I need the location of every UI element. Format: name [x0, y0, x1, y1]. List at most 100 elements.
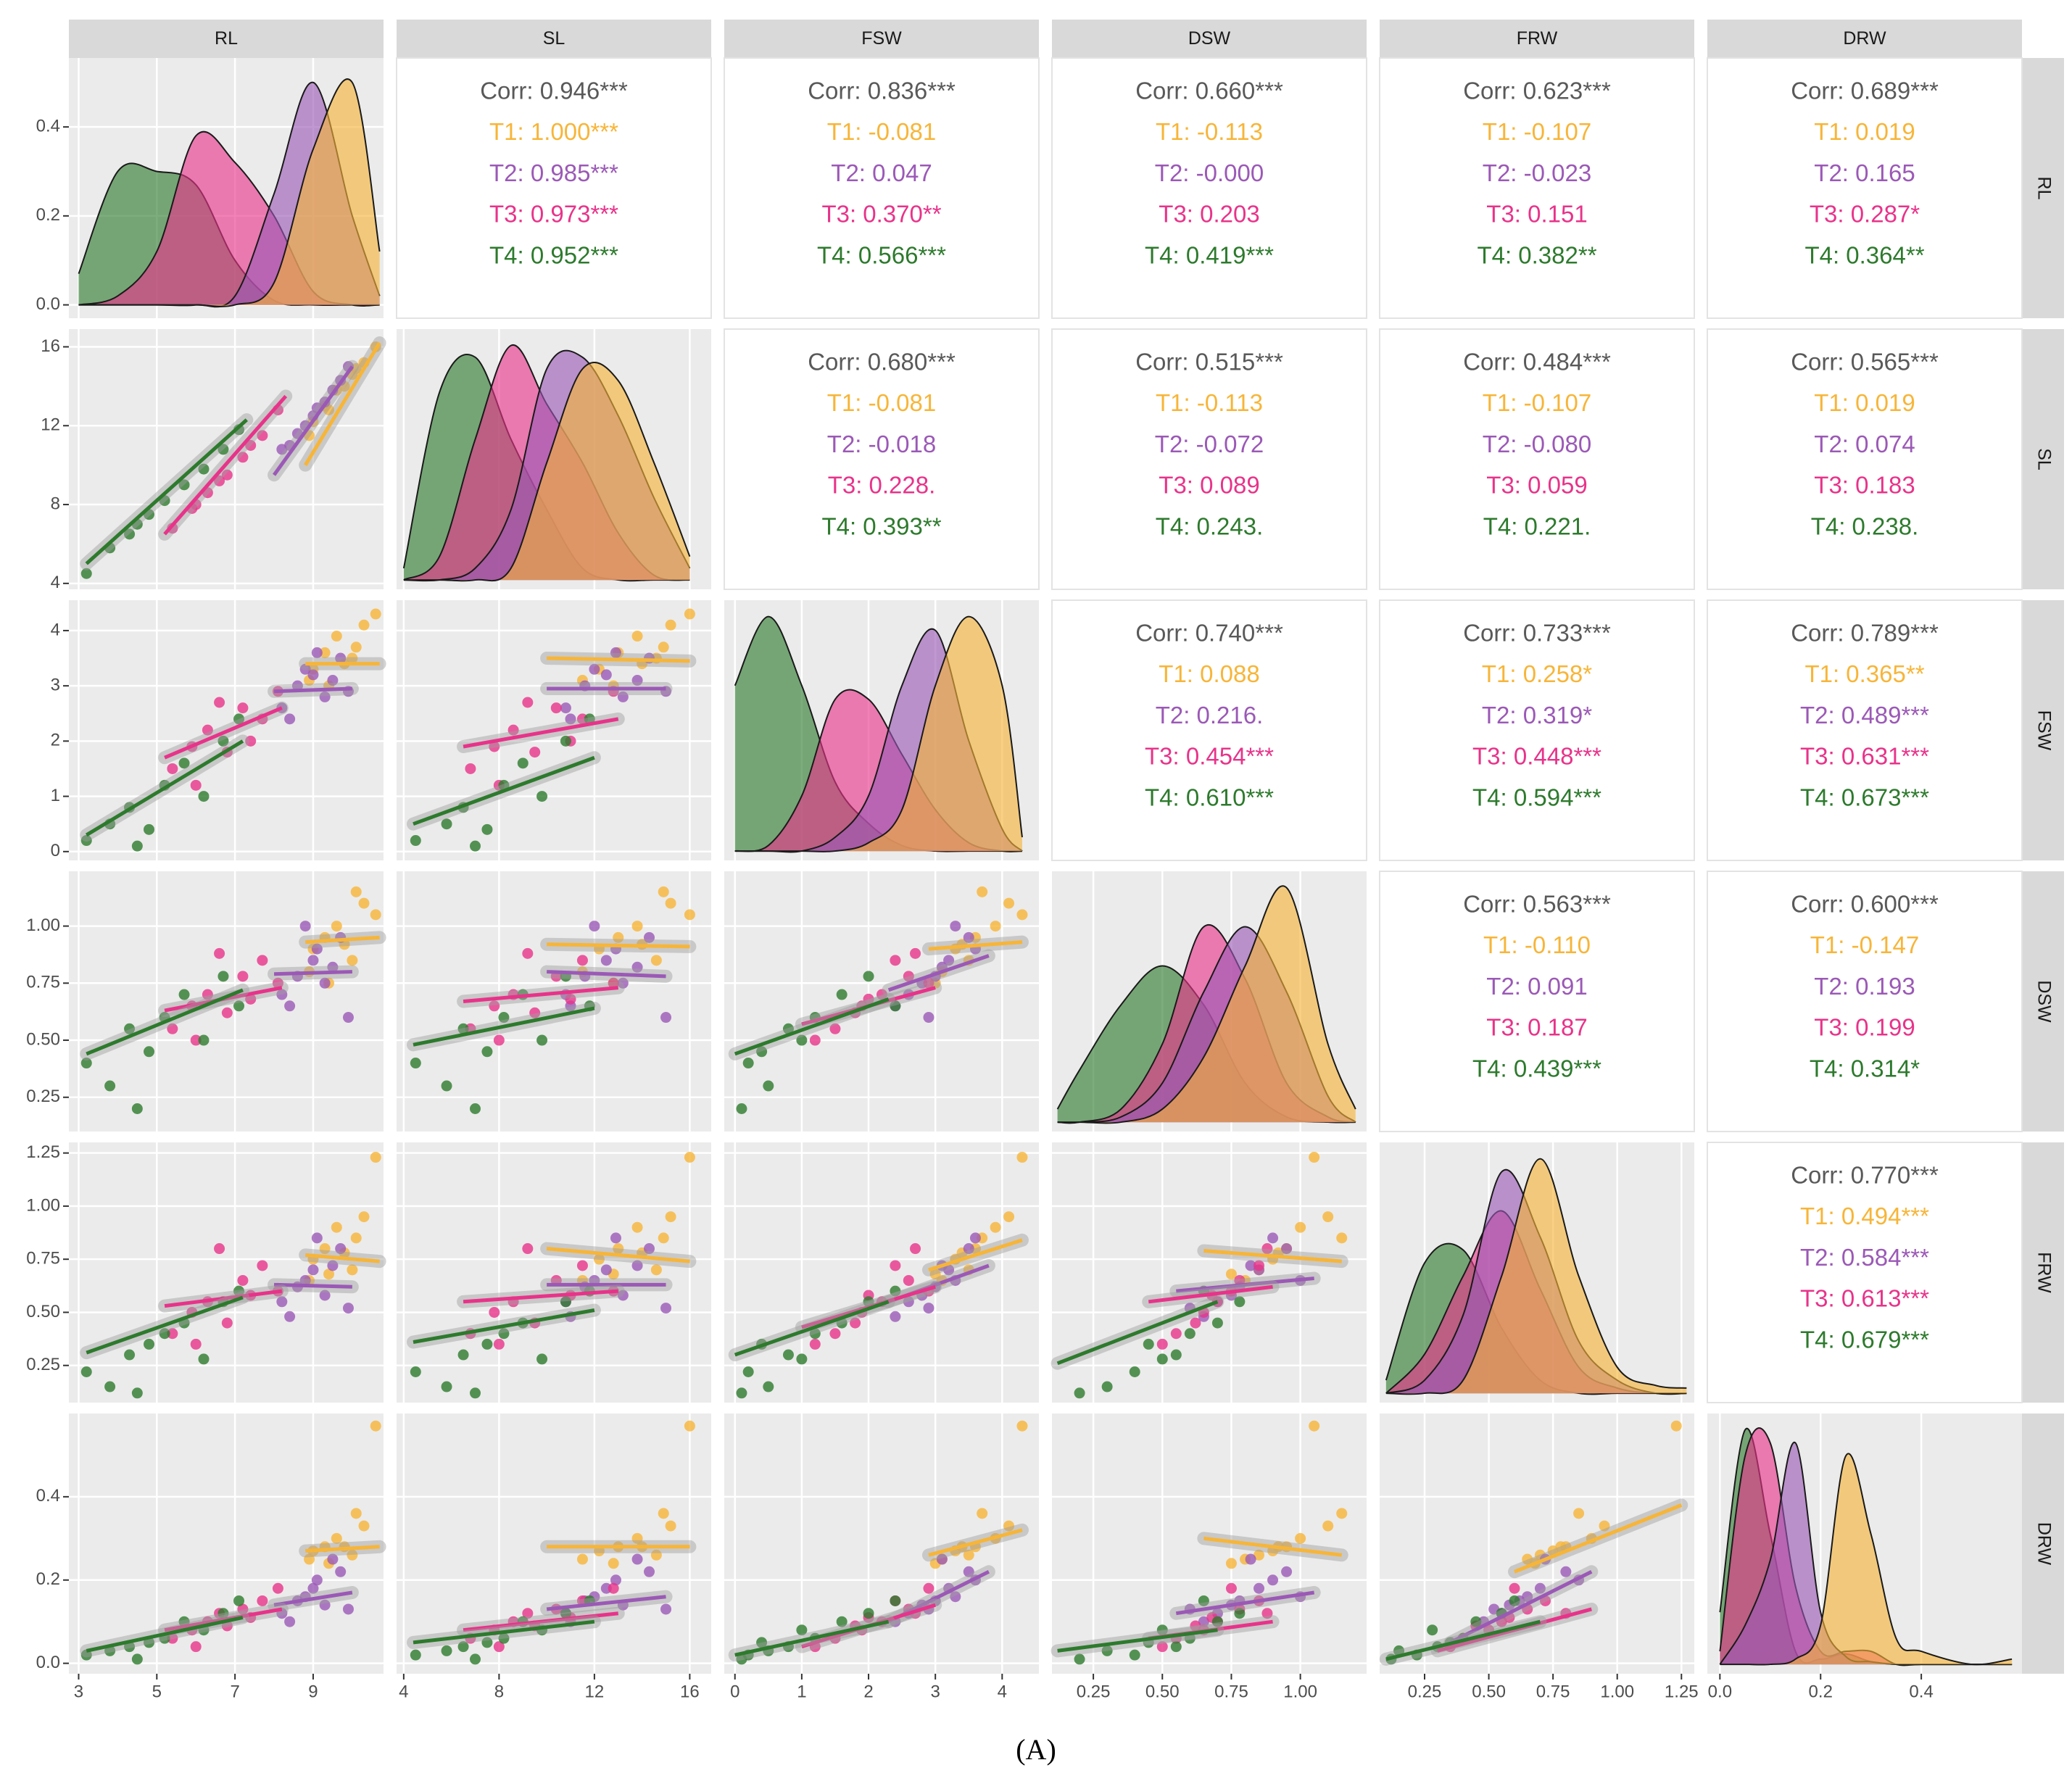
- scatter-point: [358, 1211, 370, 1223]
- scatter-point: [1198, 1595, 1209, 1606]
- x-tick-label: 16: [680, 1682, 700, 1701]
- scatter-point: [736, 1653, 747, 1665]
- correlation-text: T3: 0.228.: [828, 472, 936, 499]
- scatter-point: [1016, 1152, 1028, 1163]
- x-tick-label: 0.25: [1077, 1682, 1111, 1701]
- scatter-point: [631, 1532, 643, 1544]
- scatter-point: [457, 1641, 469, 1653]
- correlation-text: T3: 0.448***: [1472, 743, 1601, 770]
- scatter-point: [1670, 1420, 1682, 1432]
- scatter-point: [350, 1508, 362, 1519]
- scatter-point: [167, 1632, 178, 1644]
- correlation-text: Corr: 0.689***: [1791, 77, 1939, 104]
- scatter-point: [202, 724, 213, 736]
- scatter-point: [342, 1012, 354, 1024]
- scatter-point: [1143, 1338, 1154, 1350]
- scatter-point: [936, 1553, 948, 1565]
- scatter-point: [644, 1243, 655, 1255]
- scatter-point: [257, 430, 268, 441]
- fit-line: [1385, 1619, 1541, 1661]
- scatter-point: [589, 663, 600, 675]
- scatter-point: [124, 1023, 136, 1034]
- scatter-point: [756, 1046, 768, 1058]
- fit-line: [463, 1611, 619, 1632]
- scatter-point: [291, 680, 303, 692]
- correlation-text: T3: 0.151: [1486, 201, 1587, 228]
- column-label: DRW: [1843, 28, 1886, 49]
- scatter-point: [233, 713, 245, 725]
- correlation-text: Corr: 0.836***: [808, 77, 956, 104]
- correlation-text: T2: 0.584***: [1800, 1244, 1929, 1271]
- scatter-point: [1234, 1608, 1246, 1619]
- scatter-point: [276, 989, 288, 1000]
- density-area: [403, 362, 690, 581]
- scatter-point: [1184, 1328, 1195, 1340]
- scatter-point: [660, 1303, 672, 1314]
- correlation-text: T4: 0.364**: [1804, 241, 1924, 268]
- scatter-point: [1573, 1508, 1585, 1519]
- correlation-text: T1: -0.107: [1483, 118, 1591, 145]
- correlation-text: T4: 0.610***: [1145, 784, 1274, 810]
- scatter-point: [1211, 1317, 1223, 1329]
- correlation-text: T2: -0.080: [1483, 431, 1591, 457]
- density-line: [78, 78, 381, 307]
- scatter-point: [202, 989, 213, 1000]
- scatter-point: [923, 1012, 935, 1024]
- fit-line: [1203, 1536, 1343, 1557]
- fit-line: [928, 1238, 1023, 1272]
- scatter-point: [124, 528, 136, 540]
- y-tick-label: 1.00: [26, 1195, 60, 1215]
- scatter-point: [350, 1232, 362, 1244]
- scatter-point: [481, 1046, 493, 1058]
- scatter-point: [863, 971, 874, 982]
- scatter-point: [1190, 1317, 1201, 1329]
- row-strip: [2022, 329, 2064, 589]
- fit-line: [1175, 1590, 1315, 1616]
- scatter-point: [560, 735, 571, 747]
- x-tick-label: 9: [308, 1682, 318, 1701]
- density-line: [1385, 1158, 1687, 1395]
- x-tick-label: 0.2: [1809, 1682, 1833, 1701]
- scatter-point: [863, 993, 874, 1005]
- scatter-point: [257, 1260, 268, 1271]
- correlation-text: T1: -0.110: [1483, 931, 1591, 958]
- correlation-text: T3: 0.089: [1159, 472, 1259, 499]
- scatter-point: [1170, 1349, 1182, 1361]
- scatter-point: [608, 977, 619, 989]
- correlation-text: Corr: 0.600***: [1791, 890, 1939, 917]
- correlation-text: Corr: 0.563***: [1463, 890, 1611, 917]
- panel-background: [69, 871, 384, 1132]
- scatter-point: [1129, 1366, 1140, 1378]
- row-label: DRW: [2034, 1522, 2054, 1566]
- correlation-panel: [1379, 599, 1695, 861]
- scatter-point: [410, 1649, 421, 1661]
- scatter-point: [1560, 1566, 1572, 1577]
- scatter-point: [1245, 1260, 1256, 1271]
- y-tick-label: 4: [51, 620, 60, 639]
- scatter-point: [576, 1260, 588, 1271]
- correlation-text: T2: 0.047: [831, 159, 932, 186]
- scatter-point: [850, 1317, 861, 1329]
- scatter-point: [347, 1264, 358, 1276]
- row-strip: [2022, 871, 2064, 1132]
- row-strip: [2022, 600, 2064, 860]
- scatter-point: [80, 1649, 92, 1661]
- fit-line: [463, 986, 618, 1003]
- scatter-point: [763, 1381, 774, 1392]
- scatter-point: [631, 921, 643, 932]
- fit-line: [1437, 1607, 1592, 1653]
- scatter-point: [829, 1328, 841, 1340]
- scatter-point: [284, 1000, 296, 1012]
- scatter-point: [498, 1328, 510, 1340]
- scatter-point: [1234, 1296, 1246, 1308]
- scatter-point: [1322, 1211, 1334, 1223]
- scatter-point: [1295, 1532, 1306, 1544]
- scatter-point: [658, 1232, 669, 1244]
- scatter-point: [665, 1520, 676, 1532]
- scatter-point: [311, 943, 323, 955]
- scatter-point: [1074, 1653, 1085, 1665]
- scatter-point: [370, 608, 381, 620]
- scatter-point: [910, 947, 921, 959]
- correlation-text: T4: 0.679***: [1800, 1326, 1929, 1353]
- scatter-point: [1170, 1328, 1182, 1340]
